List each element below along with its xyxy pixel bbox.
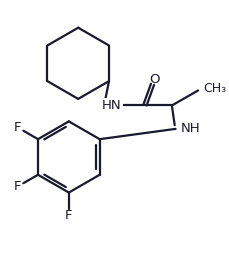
Text: F: F — [14, 121, 21, 134]
Text: F: F — [65, 210, 72, 223]
Text: O: O — [148, 73, 159, 86]
Text: HN: HN — [102, 99, 121, 112]
Text: NH: NH — [180, 122, 200, 135]
Text: CH₃: CH₃ — [203, 82, 226, 95]
Text: F: F — [14, 180, 21, 193]
